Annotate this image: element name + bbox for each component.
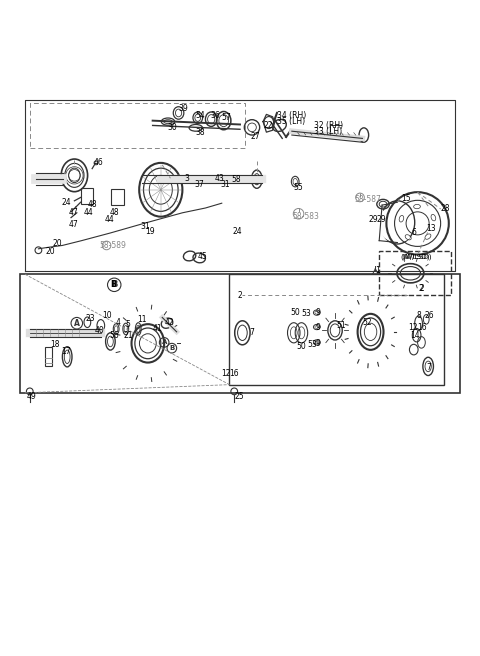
Text: 54: 54 (196, 111, 205, 120)
Text: 46: 46 (94, 158, 103, 167)
Text: 8: 8 (417, 312, 421, 321)
Text: 16: 16 (418, 323, 427, 333)
Text: 41: 41 (153, 325, 162, 333)
Text: 28: 28 (441, 205, 450, 213)
Text: 24: 24 (233, 228, 242, 237)
Text: 52: 52 (362, 318, 372, 327)
Text: 9: 9 (316, 323, 321, 333)
Text: 39: 39 (179, 104, 188, 113)
Text: 22: 22 (263, 121, 273, 130)
Text: 44: 44 (84, 209, 94, 217)
Text: 38: 38 (196, 128, 205, 136)
Text: 25: 25 (234, 392, 244, 401)
Text: 50: 50 (297, 342, 306, 351)
Text: 4: 4 (115, 318, 120, 327)
Text: 9: 9 (316, 308, 321, 317)
Text: 1: 1 (375, 266, 380, 275)
Text: (W/LSD): (W/LSD) (402, 254, 432, 260)
Text: 12: 12 (221, 369, 230, 378)
Text: 56: 56 (109, 331, 119, 340)
Text: 7: 7 (250, 328, 254, 337)
Text: B: B (111, 280, 118, 289)
Text: 30: 30 (167, 123, 177, 132)
Text: 29: 29 (369, 216, 378, 224)
Text: 14: 14 (410, 331, 420, 340)
Text: 37: 37 (194, 180, 204, 190)
Text: 10: 10 (102, 312, 111, 321)
Text: 23: 23 (85, 314, 95, 323)
Text: 58-583: 58-583 (293, 212, 320, 221)
Text: 6: 6 (412, 228, 417, 237)
Bar (45, 347, 52, 367)
Text: 48: 48 (87, 199, 97, 209)
Text: 33 (LH): 33 (LH) (314, 127, 343, 136)
Text: 47: 47 (68, 220, 78, 230)
Wedge shape (377, 209, 410, 243)
Text: 51: 51 (336, 321, 346, 330)
Text: B: B (110, 280, 116, 289)
Text: 7: 7 (426, 363, 431, 372)
Text: 16: 16 (229, 369, 239, 378)
Text: 3: 3 (185, 174, 190, 183)
Text: 31: 31 (221, 180, 230, 190)
Text: 2: 2 (238, 291, 242, 300)
Text: (W/LSD): (W/LSD) (401, 254, 430, 260)
Text: B: B (169, 345, 174, 351)
Text: 58: 58 (231, 174, 241, 184)
Text: 26: 26 (425, 312, 434, 321)
Text: 58-589: 58-589 (100, 241, 127, 250)
Text: A: A (74, 319, 80, 328)
Text: 58-587: 58-587 (354, 195, 381, 204)
Text: 35 (LH): 35 (LH) (277, 117, 306, 126)
Text: 36: 36 (210, 111, 220, 120)
Bar (20, 274, 460, 393)
Bar (81, 188, 93, 204)
Text: 18: 18 (50, 340, 60, 349)
Text: 20: 20 (53, 239, 62, 249)
Text: 53: 53 (301, 309, 311, 318)
Text: 34 (RH): 34 (RH) (277, 112, 307, 120)
Text: 31: 31 (140, 222, 150, 231)
Text: 12: 12 (408, 323, 418, 333)
Text: 17: 17 (61, 348, 71, 356)
Text: 15: 15 (401, 194, 410, 203)
Bar (111, 189, 124, 205)
Text: 49: 49 (26, 392, 36, 401)
Text: 42: 42 (164, 318, 174, 327)
Text: 11: 11 (137, 315, 146, 324)
Text: 43: 43 (215, 174, 225, 183)
Text: 20: 20 (46, 247, 55, 256)
Bar (379, 251, 451, 295)
Text: 5: 5 (126, 319, 131, 329)
Text: 45: 45 (198, 253, 207, 262)
Text: 44: 44 (105, 216, 114, 224)
Text: 24: 24 (61, 197, 71, 207)
Text: 53: 53 (307, 340, 317, 349)
Text: 48: 48 (109, 209, 119, 217)
Text: 27: 27 (251, 133, 260, 142)
Text: 47: 47 (68, 209, 78, 217)
Text: 19: 19 (145, 228, 155, 237)
Text: 50: 50 (290, 308, 300, 317)
Text: 21: 21 (124, 331, 133, 340)
Bar (229, 274, 444, 384)
Text: 2: 2 (419, 284, 423, 293)
Text: 13: 13 (426, 224, 436, 233)
Text: 2: 2 (420, 284, 425, 293)
Text: 57: 57 (222, 113, 231, 122)
Text: 32 (RH): 32 (RH) (314, 121, 344, 130)
Text: 29: 29 (377, 216, 386, 224)
Text: 55: 55 (294, 183, 303, 192)
Text: A: A (161, 339, 167, 346)
Text: 9: 9 (316, 339, 321, 348)
Text: 40: 40 (95, 326, 105, 335)
